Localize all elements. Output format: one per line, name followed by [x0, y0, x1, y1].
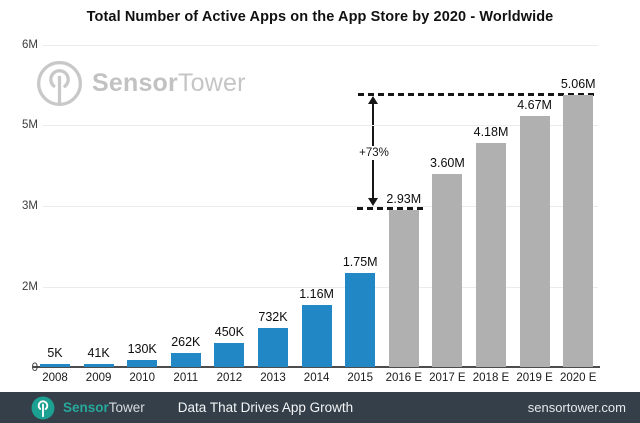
- gridline-6M: [43, 45, 598, 46]
- bar-2008: [40, 364, 70, 367]
- arrow-up-icon: [368, 96, 378, 104]
- bar-2017E: [432, 173, 463, 367]
- x-tick-2019E: 2019 E: [516, 372, 553, 384]
- value-label-1.75M: 1.75M: [342, 255, 378, 270]
- bar-2015: [345, 273, 376, 367]
- value-label-262K: 262K: [171, 334, 201, 349]
- bar-2018E: [476, 142, 506, 367]
- y-tick-2M: 2M: [22, 281, 38, 293]
- footer-logo: [31, 396, 55, 420]
- bar-2012: [214, 342, 245, 367]
- gridline-2M: [43, 287, 598, 288]
- watermark-sensor: Sensor: [92, 69, 178, 97]
- x-tick-2020E: 2020 E: [559, 372, 597, 384]
- bar-2013: [258, 327, 288, 367]
- value-label-5K: 5K: [47, 346, 63, 360]
- y-tick-3M: 3M: [22, 200, 38, 212]
- footer-tower: Tower: [108, 400, 145, 415]
- bar-2014: [301, 304, 332, 367]
- x-tick-2017E: 2017 E: [429, 372, 466, 384]
- bar-2011: [170, 352, 201, 367]
- value-label-4.67M: 4.67M: [517, 98, 552, 113]
- value-label-4.18M: 4.18M: [473, 124, 509, 139]
- x-tick-2016E: 2016 E: [385, 372, 423, 384]
- value-label-3.60M: 3.60M: [430, 155, 465, 170]
- footer-url: sensortower.com: [527, 400, 626, 415]
- footer-tagline: Data That Drives App Growth: [177, 400, 354, 415]
- chart-title: Total Number of Active Apps on the App S…: [86, 9, 554, 25]
- watermark: SensorTower: [36, 60, 246, 107]
- x-tick-2008: 2008: [42, 372, 68, 384]
- x-tick-2013: 2013: [260, 372, 286, 384]
- footer-bar: SensorTower Data That Drives App Growth …: [0, 392, 640, 423]
- value-label-450K: 450K: [214, 324, 244, 339]
- value-label-130K: 130K: [127, 342, 157, 357]
- x-tick-2015: 2015: [347, 372, 373, 384]
- value-label-5.06M: 5.06M: [560, 77, 596, 92]
- x-axis-line: [33, 366, 600, 368]
- y-tick-5M: 5M: [22, 119, 38, 131]
- sensortower-logo-icon: [37, 61, 82, 106]
- x-tick-2014: 2014: [303, 372, 330, 384]
- value-label-2.93M: 2.93M: [386, 191, 422, 206]
- watermark-wordmark: SensorTower: [92, 69, 246, 98]
- value-label-732K: 732K: [258, 309, 288, 324]
- value-label-1.16M: 1.16M: [299, 286, 334, 301]
- x-tick-2011: 2011: [173, 372, 199, 384]
- x-tick-2010: 2010: [129, 372, 155, 384]
- dashed-line-bottom: [357, 207, 424, 210]
- x-tick-2018E: 2018 E: [472, 372, 510, 384]
- gridline-5M: [43, 125, 598, 126]
- bar-2009: [83, 364, 114, 367]
- footer-wordmark: SensorTower: [63, 400, 145, 415]
- footer-sensor: Sensor: [63, 400, 109, 415]
- bar-2010: [127, 360, 158, 367]
- arrow-down-icon: [368, 198, 378, 206]
- bar-2016E: [388, 209, 419, 367]
- x-tick-2012: 2012: [216, 372, 243, 384]
- y-tick-0: 0: [31, 362, 38, 374]
- y-tick-6M: 6M: [22, 39, 38, 51]
- x-tick-2009: 2009: [85, 372, 112, 384]
- sensortower-logo-icon: [31, 396, 55, 419]
- growth-percent-label: +73%: [351, 146, 397, 160]
- value-label-41K: 41K: [87, 346, 110, 360]
- gridline-3M: [43, 206, 598, 207]
- watermark-tower: Tower: [177, 69, 246, 97]
- bar-2020E: [563, 95, 594, 367]
- bar-2019E: [519, 116, 550, 367]
- dashed-line-top: [358, 93, 598, 96]
